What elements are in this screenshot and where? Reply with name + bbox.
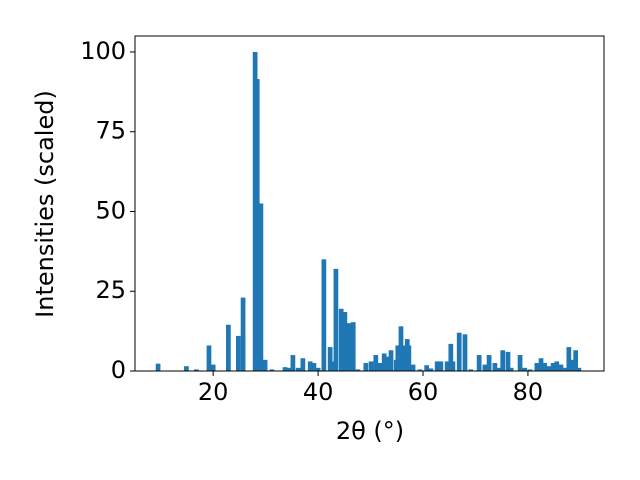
x-tick-label: 20 [198, 378, 229, 406]
bar [438, 361, 444, 371]
bar [550, 363, 556, 371]
bar [300, 358, 306, 371]
bar [373, 355, 379, 371]
bar [448, 343, 454, 371]
bar [500, 350, 506, 371]
bar [210, 364, 216, 371]
bar [262, 359, 268, 371]
bar [395, 345, 401, 371]
bar [398, 326, 404, 371]
bar [235, 335, 241, 371]
bar [206, 345, 212, 371]
x-tick-label: 80 [513, 378, 544, 406]
bar [527, 369, 533, 371]
y-axis-label: Intensities (scaled) [31, 90, 59, 318]
bar [444, 361, 450, 371]
bar [563, 367, 569, 371]
bar [538, 358, 544, 371]
y-tick-label: 100 [80, 37, 126, 65]
bar [456, 332, 462, 371]
bar [315, 367, 321, 371]
bar [388, 350, 394, 371]
bar [522, 367, 528, 371]
bar [363, 363, 369, 371]
bar [327, 347, 333, 371]
bar [258, 203, 264, 371]
bar [505, 351, 511, 371]
bar [468, 369, 474, 371]
bar [355, 369, 361, 371]
bar [496, 367, 502, 371]
bar [546, 366, 552, 371]
bar [424, 365, 430, 371]
bar [282, 367, 288, 371]
bar [269, 369, 275, 371]
bar [330, 361, 336, 371]
y-tick-label: 75 [95, 117, 126, 145]
bar [476, 355, 482, 371]
bar [401, 345, 407, 371]
bar [333, 268, 339, 371]
bar [573, 350, 579, 371]
bar [406, 345, 412, 371]
bar [350, 322, 356, 371]
bar [434, 361, 440, 371]
bar [307, 361, 313, 371]
bar [321, 259, 327, 371]
bar [342, 311, 348, 371]
bar [486, 355, 492, 371]
bar [542, 363, 548, 371]
bar [226, 324, 231, 371]
bar [377, 363, 383, 371]
bar [517, 355, 523, 371]
bar [558, 364, 564, 371]
bar [450, 361, 456, 371]
bar [290, 355, 296, 371]
bar [286, 367, 292, 371]
bar [410, 364, 416, 371]
bar [254, 79, 260, 372]
bar [184, 366, 189, 371]
bar [417, 369, 423, 371]
plot-frame [134, 35, 605, 372]
bar [576, 367, 582, 371]
bar [311, 363, 317, 371]
bar [534, 363, 540, 371]
x-axis-label: 2θ (°) [336, 417, 404, 445]
bar [554, 361, 560, 371]
bar [194, 369, 199, 371]
y-tick-label: 0 [111, 356, 126, 384]
bar [462, 334, 468, 371]
bar [240, 297, 246, 371]
bar [508, 367, 514, 371]
bar [566, 347, 572, 371]
x-tick-label: 60 [408, 378, 439, 406]
bar [346, 323, 352, 371]
x-tick-label: 40 [303, 378, 334, 406]
bar [569, 359, 575, 371]
bar [338, 308, 344, 371]
bar [482, 364, 488, 371]
bar [295, 367, 301, 371]
bar [492, 363, 498, 371]
bar [368, 361, 374, 371]
y-tick-label: 50 [95, 196, 126, 224]
bar [428, 368, 434, 371]
bar [381, 353, 387, 371]
bar [385, 356, 391, 371]
bar [155, 363, 161, 371]
y-tick-label: 25 [95, 276, 126, 304]
